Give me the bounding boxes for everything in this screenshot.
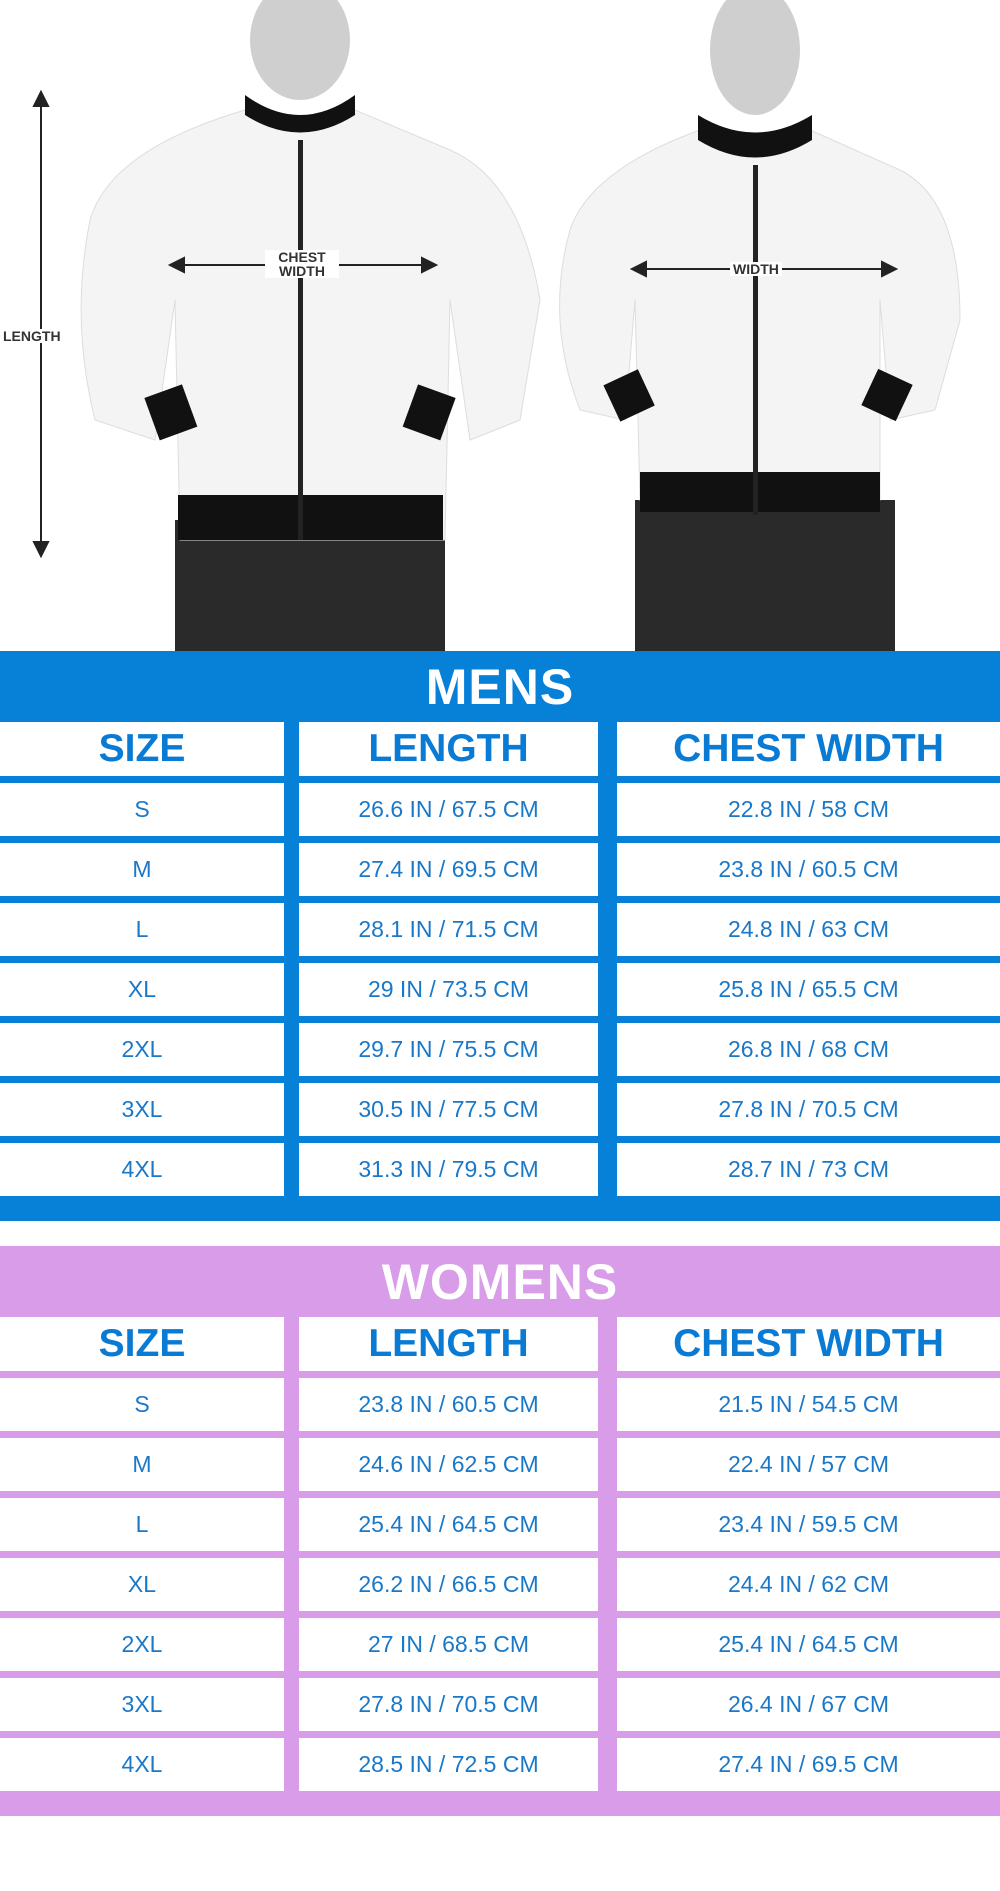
mens-table-row: S 26.6 IN / 67.5 CM 22.8 IN / 58 CM	[0, 783, 1000, 836]
mens-table-row-length: 26.6 IN / 67.5 CM	[299, 783, 598, 836]
mens-table-row-size: 4XL	[0, 1143, 284, 1196]
mens-table-row-length: 31.3 IN / 79.5 CM	[299, 1143, 598, 1196]
jacket-photo: LENGTH CHEST WIDTH WIDTH	[0, 0, 1000, 651]
womens-table-row-length: 23.8 IN / 60.5 CM	[299, 1378, 598, 1431]
mens-table-row: 3XL 30.5 IN / 77.5 CM 27.8 IN / 70.5 CM	[0, 1083, 1000, 1136]
womens-table-row-length: 27 IN / 68.5 CM	[299, 1618, 598, 1671]
womens-table-row-size: M	[0, 1438, 284, 1491]
mens-table-row-chest-width: 26.8 IN / 68 CM	[617, 1023, 1000, 1076]
mens-table-row-chest-width: 24.8 IN / 63 CM	[617, 903, 1000, 956]
mens-table-row-length: 29 IN / 73.5 CM	[299, 963, 598, 1016]
mens-table-row-chest-width: 27.8 IN / 70.5 CM	[617, 1083, 1000, 1136]
mens-footer-band	[0, 1196, 1000, 1221]
mens-table-row-size: L	[0, 903, 284, 956]
mens-table-row: M 27.4 IN / 69.5 CM 23.8 IN / 60.5 CM	[0, 843, 1000, 896]
womens-table-row: XL 26.2 IN / 66.5 CM 24.4 IN / 62 CM	[0, 1558, 1000, 1611]
mens-table-row-length: 28.1 IN / 71.5 CM	[299, 903, 598, 956]
mens-table-row-size: 3XL	[0, 1083, 284, 1136]
mens-header-row-chest-width: CHEST WIDTH	[617, 722, 1000, 776]
womens-header-row: SIZE LENGTH CHEST WIDTH	[0, 1317, 1000, 1371]
womens-table-row-length: 25.4 IN / 64.5 CM	[299, 1498, 598, 1551]
width-label: WIDTH	[730, 262, 782, 276]
womens-table-row: L 25.4 IN / 64.5 CM 23.4 IN / 59.5 CM	[0, 1498, 1000, 1551]
length-label: LENGTH	[0, 329, 64, 343]
womens-title: WOMENS	[381, 1253, 619, 1310]
mens-table-row-chest-width: 22.8 IN / 58 CM	[617, 783, 1000, 836]
jacket-illustration	[32, 0, 961, 651]
womens-table-row-size: 2XL	[0, 1618, 284, 1671]
chest-width-label: CHEST WIDTH	[265, 250, 339, 278]
mens-table-row: 2XL 29.7 IN / 75.5 CM 26.8 IN / 68 CM	[0, 1023, 1000, 1076]
womens-table-row-length: 28.5 IN / 72.5 CM	[299, 1738, 598, 1791]
mens-table-row: XL 29 IN / 73.5 CM 25.8 IN / 65.5 CM	[0, 963, 1000, 1016]
mens-table-row: L 28.1 IN / 71.5 CM 24.8 IN / 63 CM	[0, 903, 1000, 956]
womens-header-row-length: LENGTH	[299, 1317, 598, 1371]
womens-table-row: 3XL 27.8 IN / 70.5 CM 26.4 IN / 67 CM	[0, 1678, 1000, 1731]
womens-header-row-chest-width: CHEST WIDTH	[617, 1317, 1000, 1371]
womens-jacket	[559, 0, 961, 651]
womens-table-row-chest-width: 26.4 IN / 67 CM	[617, 1678, 1000, 1731]
womens-table-row-chest-width: 21.5 IN / 54.5 CM	[617, 1378, 1000, 1431]
womens-table-row-length: 24.6 IN / 62.5 CM	[299, 1438, 598, 1491]
mens-table-row-length: 30.5 IN / 77.5 CM	[299, 1083, 598, 1136]
womens-header-row-size: SIZE	[0, 1317, 284, 1371]
womens-footer-band	[0, 1791, 1000, 1816]
womens-table-row-chest-width: 27.4 IN / 69.5 CM	[617, 1738, 1000, 1791]
womens-table-row-size: L	[0, 1498, 284, 1551]
mens-table-row-size: M	[0, 843, 284, 896]
mens-header-row-size: SIZE	[0, 722, 284, 776]
womens-table-row-length: 27.8 IN / 70.5 CM	[299, 1678, 598, 1731]
womens-table-row-size: S	[0, 1378, 284, 1431]
womens-table-row: 2XL 27 IN / 68.5 CM 25.4 IN / 64.5 CM	[0, 1618, 1000, 1671]
mens-table-row-chest-width: 25.8 IN / 65.5 CM	[617, 963, 1000, 1016]
mens-table-row-chest-width: 28.7 IN / 73 CM	[617, 1143, 1000, 1196]
mens-size-table: MENS SIZE LENGTH CHEST WIDTH S 26.6 IN / 67.…	[0, 651, 1000, 1221]
womens-table-row-size: XL	[0, 1558, 284, 1611]
mens-table-row-size: 2XL	[0, 1023, 284, 1076]
mens-table-row-size: S	[0, 783, 284, 836]
mens-table-row-length: 29.7 IN / 75.5 CM	[299, 1023, 598, 1076]
womens-table-row-size: 4XL	[0, 1738, 284, 1791]
womens-rows: SIZE LENGTH CHEST WIDTH S 23.8 IN / 60.5 CM 2…	[0, 1317, 1000, 1816]
mens-table-row-chest-width: 23.8 IN / 60.5 CM	[617, 843, 1000, 896]
mens-rows: SIZE LENGTH CHEST WIDTH S 26.6 IN / 67.5 CM 2…	[0, 722, 1000, 1221]
mens-table-row-length: 27.4 IN / 69.5 CM	[299, 843, 598, 896]
womens-table-row-chest-width: 23.4 IN / 59.5 CM	[617, 1498, 1000, 1551]
womens-table-row-chest-width: 25.4 IN / 64.5 CM	[617, 1618, 1000, 1671]
womens-table-row: S 23.8 IN / 60.5 CM 21.5 IN / 54.5 CM	[0, 1378, 1000, 1431]
mens-title: MENS	[425, 658, 575, 715]
womens-table-row-chest-width: 22.4 IN / 57 CM	[617, 1438, 1000, 1491]
mens-jacket	[80, 0, 541, 651]
mens-table-row: 4XL 31.3 IN / 79.5 CM 28.7 IN / 73 CM	[0, 1143, 1000, 1196]
womens-table-row-length: 26.2 IN / 66.5 CM	[299, 1558, 598, 1611]
womens-size-table: WOMENS SIZE LENGTH CHEST WIDTH S 23.8 IN / 6…	[0, 1246, 1000, 1816]
womens-table-row: M 24.6 IN / 62.5 CM 22.4 IN / 57 CM	[0, 1438, 1000, 1491]
mens-header-row-length: LENGTH	[299, 722, 598, 776]
womens-table-row: 4XL 28.5 IN / 72.5 CM 27.4 IN / 69.5 CM	[0, 1738, 1000, 1791]
mens-header-row: SIZE LENGTH CHEST WIDTH	[0, 722, 1000, 776]
mens-table-row-size: XL	[0, 963, 284, 1016]
womens-table-row-size: 3XL	[0, 1678, 284, 1731]
womens-table-row-chest-width: 24.4 IN / 62 CM	[617, 1558, 1000, 1611]
